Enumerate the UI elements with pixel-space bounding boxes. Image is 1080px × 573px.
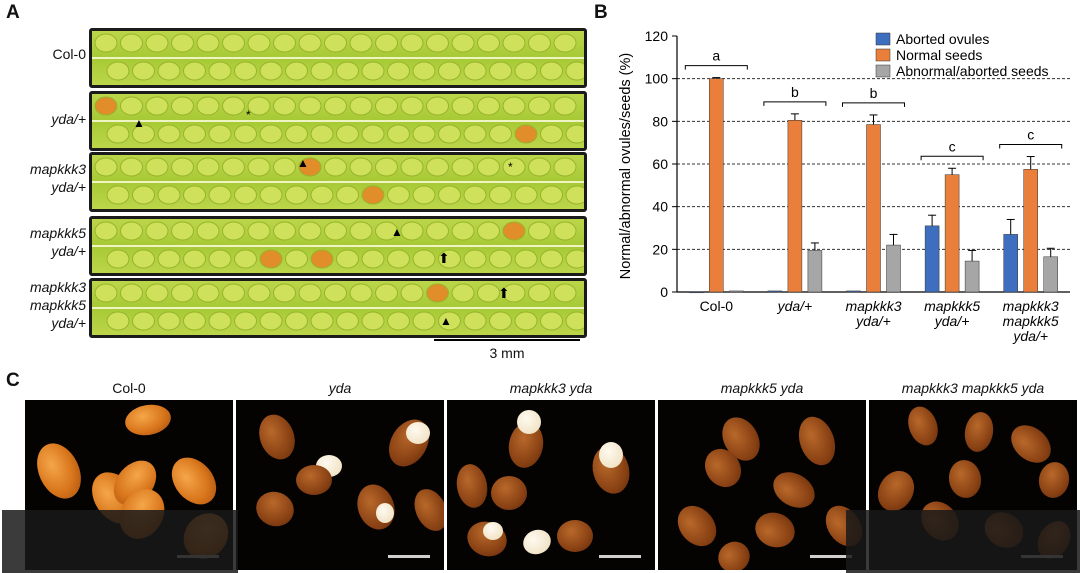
x-tick-label: Col-0 bbox=[700, 298, 734, 314]
x-tick-label: mapkkk5 bbox=[1003, 313, 1059, 329]
y-tick-label: 100 bbox=[645, 71, 669, 87]
silique-image-yda bbox=[89, 91, 587, 151]
scale-bar bbox=[810, 555, 852, 558]
bar-normal-seeds bbox=[944, 174, 960, 293]
legend-swatch bbox=[875, 64, 891, 78]
x-tick-label: yda/+ bbox=[934, 313, 970, 329]
tile-title-mapkkk5-yda: mapkkk5 yda bbox=[720, 380, 804, 396]
significance-bracket bbox=[763, 101, 827, 106]
tile-title-col0: Col-0 bbox=[112, 380, 146, 396]
tile-title-mapkkk3-mapkkk5-yda: mapkkk3 mapkkk5 yda bbox=[901, 380, 1045, 396]
scale-bar bbox=[388, 555, 430, 558]
bar-aborted-ovules bbox=[924, 225, 940, 293]
row-label-mapkkk5-yda: mapkkk5 yda/+ bbox=[29, 225, 86, 259]
scale-bar bbox=[434, 339, 580, 341]
scale-bar bbox=[599, 555, 641, 558]
significance-letter: b bbox=[870, 85, 878, 101]
seed-photo-mapkkk3-yda bbox=[447, 400, 655, 570]
legend-label: Normal seeds bbox=[896, 47, 982, 63]
bar-abnormal-aborted-seeds bbox=[964, 260, 980, 293]
arrowhead-marker: ▲ bbox=[297, 156, 309, 170]
row-label-mapkkk3-yda: mapkkk3 yda/+ bbox=[29, 161, 86, 195]
arrow-marker: ⬆ bbox=[438, 250, 450, 266]
tile-title-mapkkk3-yda: mapkkk3 yda bbox=[509, 380, 593, 396]
bar-abnormal-aborted-seeds bbox=[886, 244, 901, 293]
significance-bracket bbox=[684, 65, 748, 70]
legend-label: Abnormal/aborted seeds bbox=[896, 63, 1049, 79]
seed-photo-mapkkk5-yda bbox=[658, 400, 866, 570]
bar-normal-seeds bbox=[787, 120, 803, 293]
silique-image-mapkkk5-yda bbox=[89, 216, 587, 276]
bar-aborted-ovules bbox=[689, 291, 704, 294]
x-tick-label: mapkkk3 bbox=[1003, 298, 1059, 314]
legend-swatch bbox=[875, 32, 891, 46]
significance-letter: a bbox=[712, 48, 720, 64]
x-tick-label: mapkkk3 bbox=[845, 298, 901, 314]
y-tick-label: 60 bbox=[652, 156, 668, 172]
bar-abnormal-aborted-seeds bbox=[729, 290, 744, 293]
significance-letter: c bbox=[949, 138, 956, 154]
y-tick-label: 40 bbox=[652, 199, 668, 215]
x-tick-label: mapkkk5 bbox=[924, 298, 980, 314]
y-tick-label: 20 bbox=[652, 241, 668, 257]
legend-swatch bbox=[875, 48, 891, 62]
panel-a-letter: A bbox=[6, 2, 20, 23]
bar-aborted-ovules bbox=[846, 290, 861, 293]
y-tick-label: 120 bbox=[645, 28, 669, 44]
arrowhead-marker: ▲ bbox=[440, 314, 452, 328]
seed-photo-yda bbox=[236, 400, 444, 570]
x-tick-label: yda/+ bbox=[777, 298, 813, 314]
significance-letter: b bbox=[791, 84, 799, 100]
obscured-area bbox=[846, 510, 1080, 573]
scale-bar-label: 3 mm bbox=[489, 345, 525, 361]
row-label-yda: yda/+ bbox=[51, 111, 86, 127]
bar-aborted-ovules bbox=[1003, 234, 1018, 293]
y-axis-label: Normal/abnormal ovules/seeds (%) bbox=[618, 53, 634, 279]
significance-letter: c bbox=[1027, 127, 1034, 143]
bar-abnormal-aborted-seeds bbox=[1043, 256, 1058, 293]
bar-normal-seeds bbox=[866, 124, 881, 293]
arrowhead-marker: ▲ bbox=[391, 225, 403, 239]
silique-image-mapkkk3-yda bbox=[89, 152, 587, 212]
bar-chart: 0 20 40 60 80 100 120 Normal/abnormal ovules/se… bbox=[618, 28, 1070, 344]
row-label-col0: Col-0 bbox=[52, 46, 86, 62]
panel-c-letter: C bbox=[6, 370, 20, 391]
silique-image-col0 bbox=[89, 28, 587, 88]
y-tick-label: 0 bbox=[660, 284, 668, 300]
significance-bracket bbox=[842, 102, 905, 107]
arrow-marker: ⬆ bbox=[498, 285, 510, 301]
tile-title-yda: yda bbox=[328, 380, 352, 396]
silique-image-mapkkk3-mapkkk5-yda bbox=[89, 278, 587, 338]
significance-bracket bbox=[999, 144, 1063, 149]
obscured-area bbox=[2, 510, 238, 573]
legend-label: Aborted ovules bbox=[896, 31, 989, 47]
asterisk-marker: * bbox=[246, 108, 251, 122]
x-tick-label: yda/+ bbox=[1012, 328, 1048, 344]
x-tick-label: yda/+ bbox=[855, 313, 891, 329]
arrowhead-marker: ▲ bbox=[133, 116, 145, 130]
bar-normal-seeds bbox=[1023, 169, 1038, 293]
row-label-mapkkk3-mapkkk5-yda: mapkkk3 mapkkk5 yda/+ bbox=[29, 279, 86, 331]
y-tick-label: 80 bbox=[652, 113, 668, 129]
bar-abnormal-aborted-seeds bbox=[807, 250, 823, 293]
bar-aborted-ovules bbox=[767, 290, 783, 293]
significance-bracket bbox=[920, 155, 984, 161]
panel-b-letter: B bbox=[594, 2, 608, 23]
bar-normal-seeds bbox=[709, 78, 724, 293]
asterisk-marker: * bbox=[508, 160, 513, 174]
